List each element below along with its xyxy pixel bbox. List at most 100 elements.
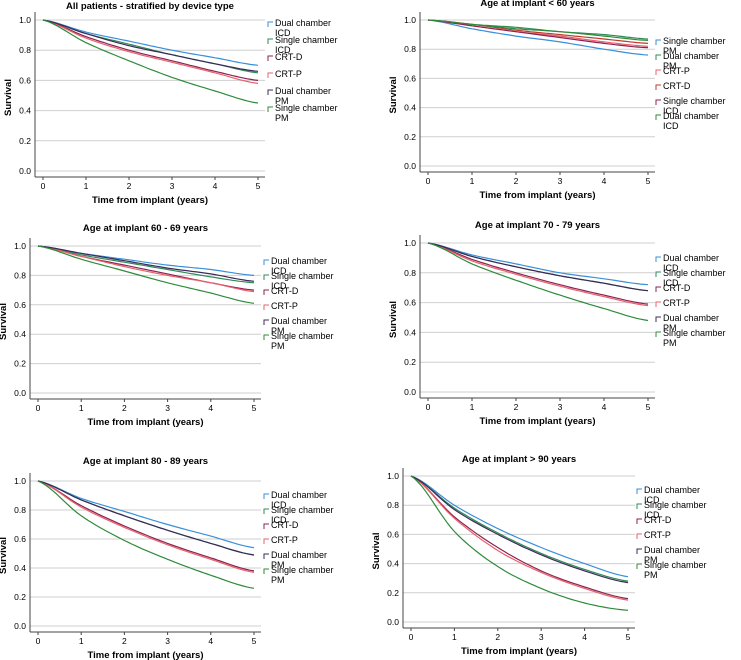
x-tick-label: 4	[602, 176, 607, 186]
legend-swatch	[263, 568, 269, 574]
legend-label: Single chamber ICD	[275, 35, 338, 55]
legend-label: Single chamber PM	[275, 103, 338, 123]
x-tick-label: 5	[256, 181, 261, 191]
series-line-2	[427, 242, 649, 292]
y-tick-label: 0.4	[14, 563, 26, 573]
x-tick-label: 0	[36, 636, 41, 646]
series-line-5	[37, 245, 255, 282]
chart-title: Age at implant 70 - 79 years	[475, 220, 600, 231]
legend-swatch	[263, 274, 269, 280]
legend-swatch	[263, 334, 269, 340]
legend-swatch	[655, 114, 661, 120]
series-line-4	[42, 19, 259, 84]
series-line-6	[37, 245, 255, 304]
legend-swatch	[655, 331, 661, 337]
legend-swatch	[636, 488, 642, 494]
legend-swatch	[655, 84, 661, 90]
chart-title: Age at implant 60 - 69 years	[83, 223, 208, 234]
y-tick-label: 1.0	[404, 238, 416, 248]
y-tick-label: 0.2	[404, 357, 416, 367]
chart-panel-2: 0.0 0.2 0.4 0.6 0.8 1.0 0 1 2 3 4 5 Age at implant <…	[388, 0, 726, 201]
legend-swatch	[267, 106, 273, 112]
legend-swatch	[655, 256, 661, 262]
y-tick-label: 0.6	[404, 73, 416, 83]
chart-panel-5: 0.0 0.2 0.4 0.6 0.8 1.0 0 1 2 3 4 5 Age at implant 8…	[0, 456, 334, 660]
y-tick-label: 1.0	[14, 476, 26, 486]
legend-swatch	[267, 38, 273, 44]
series-line-1	[42, 19, 259, 66]
x-tick-label: 1	[79, 403, 84, 413]
legend-label: CRT-D	[663, 283, 691, 293]
legend-swatch	[636, 548, 642, 554]
legend-label: Dual chamber ICD	[271, 490, 327, 510]
y-tick-label: 0.0	[387, 617, 399, 627]
series-line-6	[427, 19, 649, 41]
x-tick-label: 5	[252, 403, 257, 413]
series-line-2	[37, 245, 255, 284]
legend-swatch	[263, 319, 269, 325]
y-tick-label: 0.4	[404, 327, 416, 337]
y-tick-label: 0.6	[404, 298, 416, 308]
legend-swatch	[655, 286, 661, 292]
x-tick-label: 4	[208, 403, 213, 413]
series-line-6	[37, 480, 255, 589]
y-axis-label: Survival	[0, 537, 9, 574]
chart-panel-3: 0.0 0.2 0.4 0.6 0.8 1.0 0 1 2 3 4 5 Age at implant 6…	[0, 223, 334, 428]
y-tick-label: 0.4	[404, 103, 416, 113]
series-line-5	[410, 475, 629, 584]
chart-title: Age at implant 80 - 89 years	[83, 456, 208, 467]
chart-panel-4: 0.0 0.2 0.4 0.6 0.8 1.0 0 1 2 3 4 5 Age at implant 7…	[388, 220, 726, 427]
legend-label: Dual chamber ICD	[271, 256, 327, 276]
x-tick-label: 2	[514, 176, 519, 186]
legend-swatch	[263, 523, 269, 529]
y-tick-label: 0.6	[387, 529, 399, 539]
legend-label: Dual chamber PM	[663, 313, 719, 333]
legend-label: Single chamber ICD	[644, 500, 707, 520]
x-tick-label: 4	[208, 636, 213, 646]
x-tick-label: 4	[582, 632, 587, 642]
y-tick-label: 1.0	[14, 241, 26, 251]
x-axis-label: Time from implant (years)	[461, 646, 577, 657]
y-tick-label: 0.2	[14, 592, 26, 602]
y-axis-label: Survival	[3, 79, 14, 116]
series-line-3	[427, 242, 649, 305]
y-tick-label: 0.4	[14, 329, 26, 339]
series-line-6	[42, 19, 259, 104]
legend-label: CRT-P	[271, 301, 298, 311]
legend-swatch	[655, 39, 661, 45]
legend-label: Dual chamber ICD	[275, 18, 331, 38]
legend-label: Single chamber PM	[663, 36, 726, 56]
x-tick-label: 3	[165, 636, 170, 646]
legend-label: CRT-P	[271, 535, 298, 545]
x-tick-label: 4	[213, 181, 218, 191]
x-axis-label: Time from implant (years)	[88, 650, 204, 660]
legend-label: Single chamber ICD	[271, 505, 334, 525]
x-tick-label: 3	[170, 181, 175, 191]
y-tick-label: 0.0	[14, 621, 26, 631]
series-line-4	[37, 480, 255, 573]
legend-swatch	[263, 553, 269, 559]
y-tick-label: 0.2	[404, 132, 416, 142]
legend-label: CRT-D	[271, 286, 299, 296]
series-line-4	[427, 242, 649, 307]
legend-label: CRT-P	[663, 298, 690, 308]
legend-label: Dual chamber PM	[275, 86, 331, 106]
x-tick-label: 2	[514, 402, 519, 412]
x-tick-label: 3	[558, 402, 563, 412]
y-axis-label: Survival	[388, 301, 399, 338]
legend-label: Dual chamber PM	[271, 550, 327, 570]
legend-swatch	[267, 55, 273, 61]
legend-label: Dual chamber ICD	[663, 253, 719, 273]
legend-label: Single chamber ICD	[271, 271, 334, 291]
x-tick-label: 2	[127, 181, 132, 191]
legend-label: Dual chamber ICD	[644, 485, 700, 505]
x-tick-label: 2	[122, 636, 127, 646]
x-tick-label: 1	[470, 176, 475, 186]
series-line-1	[37, 480, 255, 549]
y-tick-label: 0.8	[387, 500, 399, 510]
x-tick-label: 2	[495, 632, 500, 642]
legend-swatch	[267, 21, 273, 27]
series-line-6	[427, 242, 649, 322]
legend-swatch	[263, 289, 269, 295]
legend-swatch	[263, 304, 269, 310]
